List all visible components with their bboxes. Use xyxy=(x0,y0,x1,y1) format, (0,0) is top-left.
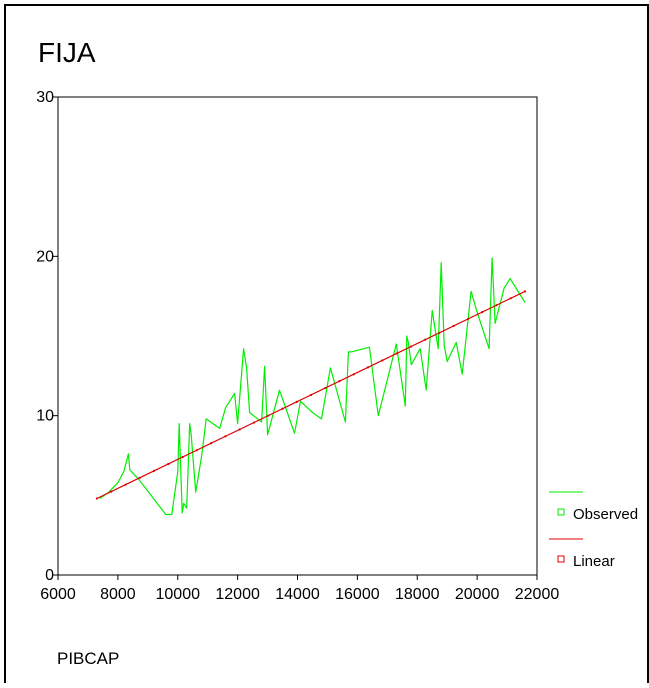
x-tick-label: 14000 xyxy=(275,586,320,603)
x-tick-label: 16000 xyxy=(335,586,380,603)
linear-point xyxy=(424,338,427,341)
linear-point xyxy=(224,435,227,438)
linear-point xyxy=(395,352,398,355)
linear-point xyxy=(110,490,113,493)
linear-point xyxy=(438,331,441,334)
legend-linear-marker xyxy=(557,555,565,563)
linear-point xyxy=(523,290,527,293)
linear-point xyxy=(452,324,455,328)
linear-point xyxy=(152,469,156,473)
linear-point xyxy=(252,421,255,424)
linear-point xyxy=(267,414,270,417)
linear-point xyxy=(95,497,99,500)
linear-point xyxy=(509,297,512,300)
chart-title: FIJA xyxy=(38,37,96,68)
y-tick-label: 0 xyxy=(45,567,54,584)
y-tick-label: 20 xyxy=(36,248,54,265)
linear-point xyxy=(309,393,313,397)
linear-point xyxy=(466,317,470,321)
linear-point xyxy=(295,400,298,403)
linear-point xyxy=(324,386,327,390)
linear-point xyxy=(124,483,127,486)
x-axis-label: PIBCAP xyxy=(57,649,119,668)
series-layer xyxy=(95,257,527,516)
linear-point xyxy=(167,462,170,466)
x-tick-label: 20000 xyxy=(455,586,500,603)
legend-linear-label: Linear xyxy=(573,553,615,570)
x-tick-label: 10000 xyxy=(156,586,201,603)
y-tick-label: 30 xyxy=(36,89,54,106)
axes: 6000 8000 10000 12000 14000 16000 18000 20000 22… xyxy=(36,89,559,603)
plot-area xyxy=(57,96,538,576)
linear-point xyxy=(409,345,412,348)
linear-point xyxy=(195,449,198,452)
x-tick-label: 12000 xyxy=(215,586,260,603)
legend-observed-marker xyxy=(557,508,565,516)
x-tick-label: 8000 xyxy=(100,586,136,603)
x-tick-label: 22000 xyxy=(515,586,560,603)
y-tick-label: 10 xyxy=(36,408,54,425)
x-tick-label: 6000 xyxy=(40,586,76,603)
linear-point xyxy=(138,476,141,479)
linear-point xyxy=(209,442,213,445)
legend: Observed Linear xyxy=(549,491,638,570)
legend-observed-label: Observed xyxy=(573,506,638,523)
series-line-observed xyxy=(99,257,526,516)
linear-point xyxy=(366,366,370,369)
linear-point xyxy=(495,304,498,307)
linear-point xyxy=(481,311,484,314)
x-tick-label: 18000 xyxy=(395,586,440,603)
linear-point xyxy=(352,373,355,376)
linear-point xyxy=(381,359,384,362)
linear-point xyxy=(181,455,184,459)
linear-point xyxy=(281,407,284,410)
linear-point xyxy=(238,428,241,431)
linear-point xyxy=(338,380,341,383)
